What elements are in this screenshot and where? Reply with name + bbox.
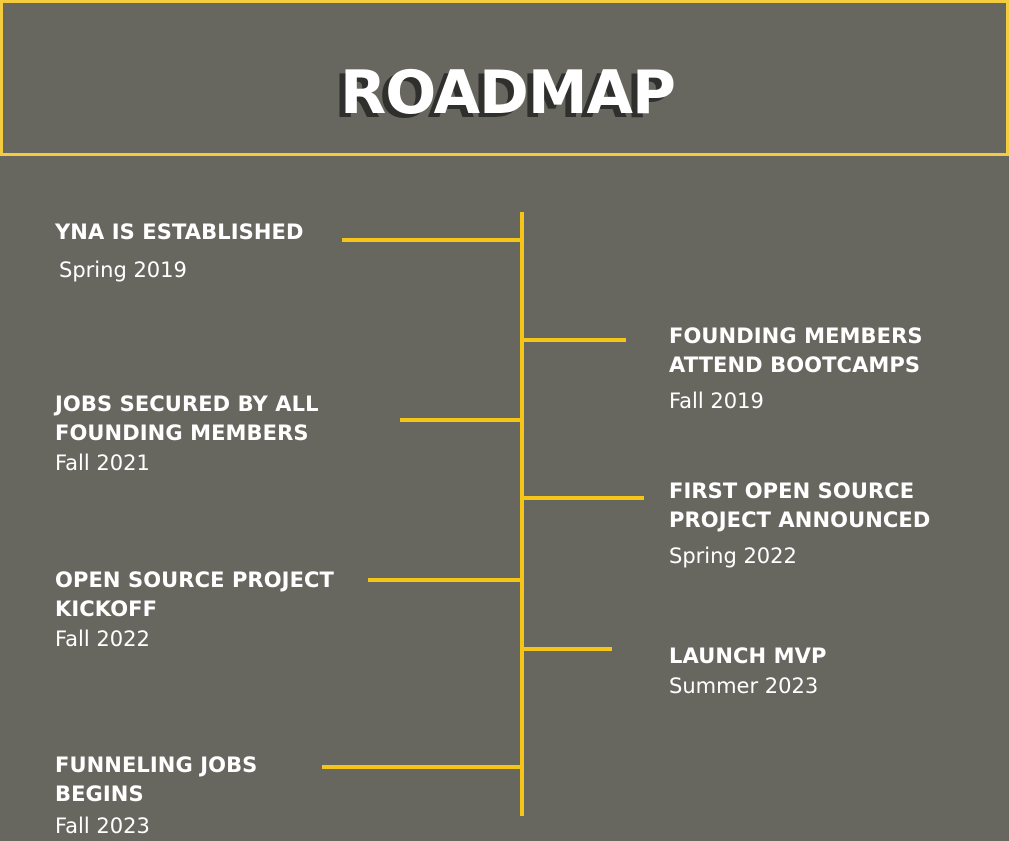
roadmap-header: ROADMAP ROADMAP [0, 0, 1009, 156]
event-title: LAUNCH MVP [669, 644, 827, 668]
event-title: JOBS SECURED BY ALL FOUNDING MEMBERS [55, 392, 319, 445]
timeline-event: FUNNELING JOBS BEGINS Fall 2023 [55, 751, 325, 841]
event-title: FOUNDING MEMBERS ATTEND BOOTCAMPS [669, 324, 923, 377]
timeline-spine [520, 212, 524, 816]
event-date: Fall 2023 [55, 814, 150, 838]
event-date: Fall 2022 [55, 627, 150, 651]
event-title: YNA IS ESTABLISHED [55, 220, 304, 244]
title-shadow: ROADMAP [334, 62, 670, 132]
event-date: Spring 2022 [669, 544, 797, 568]
title-text: ROADMAP [340, 58, 676, 128]
timeline-event: OPEN SOURCE PROJECT KICKOFF Fall 2022 [55, 566, 355, 654]
timeline-event: FIRST OPEN SOURCE PROJECT ANNOUNCED Spri… [669, 477, 969, 571]
connector-3 [400, 418, 522, 422]
connector-5 [368, 578, 522, 582]
timeline-event: JOBS SECURED BY ALL FOUNDING MEMBERS Fal… [55, 390, 355, 478]
timeline-event: FOUNDING MEMBERS ATTEND BOOTCAMPS Fall 2… [669, 322, 969, 416]
timeline-event: YNA IS ESTABLISHED Spring 2019 [55, 218, 345, 285]
page-title: ROADMAP ROADMAP [334, 55, 676, 132]
connector-1 [342, 238, 522, 242]
event-title: FIRST OPEN SOURCE PROJECT ANNOUNCED [669, 479, 931, 532]
connector-2 [522, 338, 626, 342]
timeline-event: LAUNCH MVP Summer 2023 [669, 642, 969, 701]
event-date: Fall 2021 [55, 451, 150, 475]
event-title: FUNNELING JOBS BEGINS [55, 753, 258, 806]
event-date: Summer 2023 [669, 674, 819, 698]
connector-6 [522, 647, 612, 651]
connector-7 [322, 765, 522, 769]
event-title: OPEN SOURCE PROJECT KICKOFF [55, 568, 334, 621]
connector-4 [522, 496, 644, 500]
title-wrap: ROADMAP ROADMAP [3, 55, 1009, 132]
event-date: Fall 2019 [669, 389, 764, 413]
event-date: Spring 2019 [59, 258, 187, 282]
